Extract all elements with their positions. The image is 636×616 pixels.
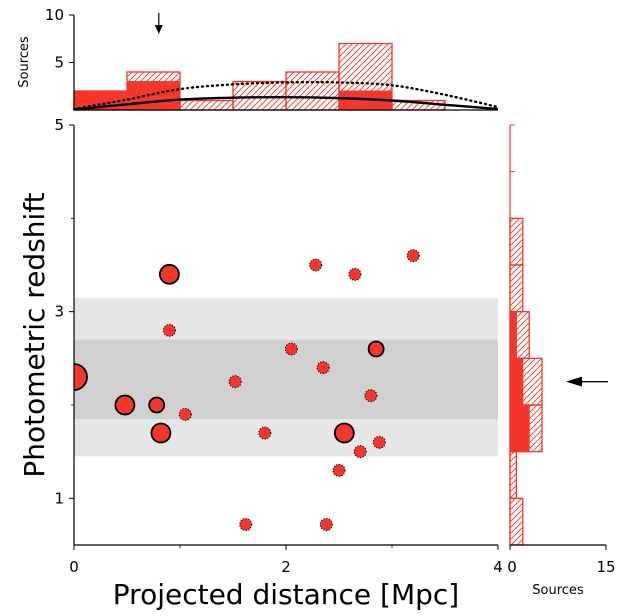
- scatter-point-16: [348, 267, 362, 281]
- top-solid-bar-1: [126, 81, 181, 111]
- main-y-tick-label-2: 5: [54, 116, 64, 134]
- top-y-tick-label-1: 10: [45, 6, 64, 24]
- right-hatched-bar-0: [509, 497, 524, 546]
- scatter-point-6: [178, 407, 192, 421]
- scatter-point-5: [162, 323, 176, 337]
- scatter-point-11: [309, 258, 323, 272]
- right-x-tick-label-0: 0: [507, 558, 517, 576]
- top-hatched-bar-4: [285, 71, 340, 111]
- scatter-point-18: [364, 389, 378, 403]
- main-y-axis-label: Photometric redshift: [18, 192, 51, 477]
- main-y-tick-label-1: 3: [54, 303, 64, 321]
- right-histogram-bars: [509, 217, 543, 546]
- scatter-point-10: [284, 342, 298, 356]
- band-inner: [74, 339, 498, 419]
- right-solid-bar-4: [509, 311, 517, 359]
- top-arrow-head: [154, 25, 163, 34]
- main-x-axis-label: Projected distance [Mpc]: [113, 578, 459, 611]
- top-dotted-curve: [72, 80, 500, 111]
- right-solid-bar-2: [509, 404, 530, 453]
- main-x-tick-label-2: 4: [493, 558, 503, 576]
- scatter-point-9: [258, 426, 272, 440]
- main-x-tick-label-0: 0: [69, 558, 79, 576]
- scatter-point-2: [148, 396, 166, 414]
- main-scatter-panel: [74, 249, 498, 531]
- top-pointer-arrow: [154, 13, 163, 34]
- top-hatched-bar-3: [232, 80, 287, 111]
- main-x-ticks: 0 2 4: [69, 545, 503, 576]
- top-y-axis-label: Sources: [17, 36, 32, 88]
- main-x-tick-label-1: 2: [281, 558, 291, 576]
- scatter-point-12: [316, 361, 330, 375]
- main-y-tick-label-0: 1: [54, 489, 64, 507]
- scatter-point-0: [74, 363, 88, 391]
- scatter-point-7: [228, 375, 242, 389]
- right-hatched-bar-6: [509, 217, 524, 266]
- main-y-ticks: 1 3 5: [54, 116, 74, 507]
- redshift-bands: [74, 297, 498, 457]
- right-arrow-head: [566, 376, 582, 387]
- right-hatched-bar-5: [509, 264, 524, 313]
- scatter-point-1: [114, 394, 136, 416]
- scatter-point-19: [367, 340, 385, 358]
- scatter-points: [74, 249, 420, 531]
- scatter-point-21: [406, 249, 420, 263]
- scatter-point-20: [372, 435, 386, 449]
- right-x-tick-label-1: 15: [596, 558, 615, 576]
- scatter-point-4: [158, 263, 180, 285]
- scatter-point-17: [353, 445, 367, 459]
- top-y-tick-label-0: 5: [54, 54, 64, 72]
- right-solid-bar-3: [509, 357, 524, 406]
- scatter-point-8: [239, 517, 253, 531]
- top-hatched-bar-2: [179, 99, 234, 111]
- right-hatched-bar-1: [509, 451, 518, 499]
- top-solid-curve: [73, 95, 499, 111]
- scatter-point-13: [319, 517, 333, 531]
- top-y-ticks: 5 10: [45, 6, 74, 72]
- scatter-point-15: [333, 422, 355, 444]
- scatter-point-14: [332, 463, 346, 477]
- right-x-axis-label: Sources: [532, 583, 584, 598]
- right-y-ticks: [510, 124, 515, 499]
- right-pointer-arrow: [566, 376, 608, 387]
- top-curves: [72, 80, 500, 111]
- right-x-ticks: 0 15: [507, 545, 616, 576]
- scatter-point-3: [150, 422, 172, 444]
